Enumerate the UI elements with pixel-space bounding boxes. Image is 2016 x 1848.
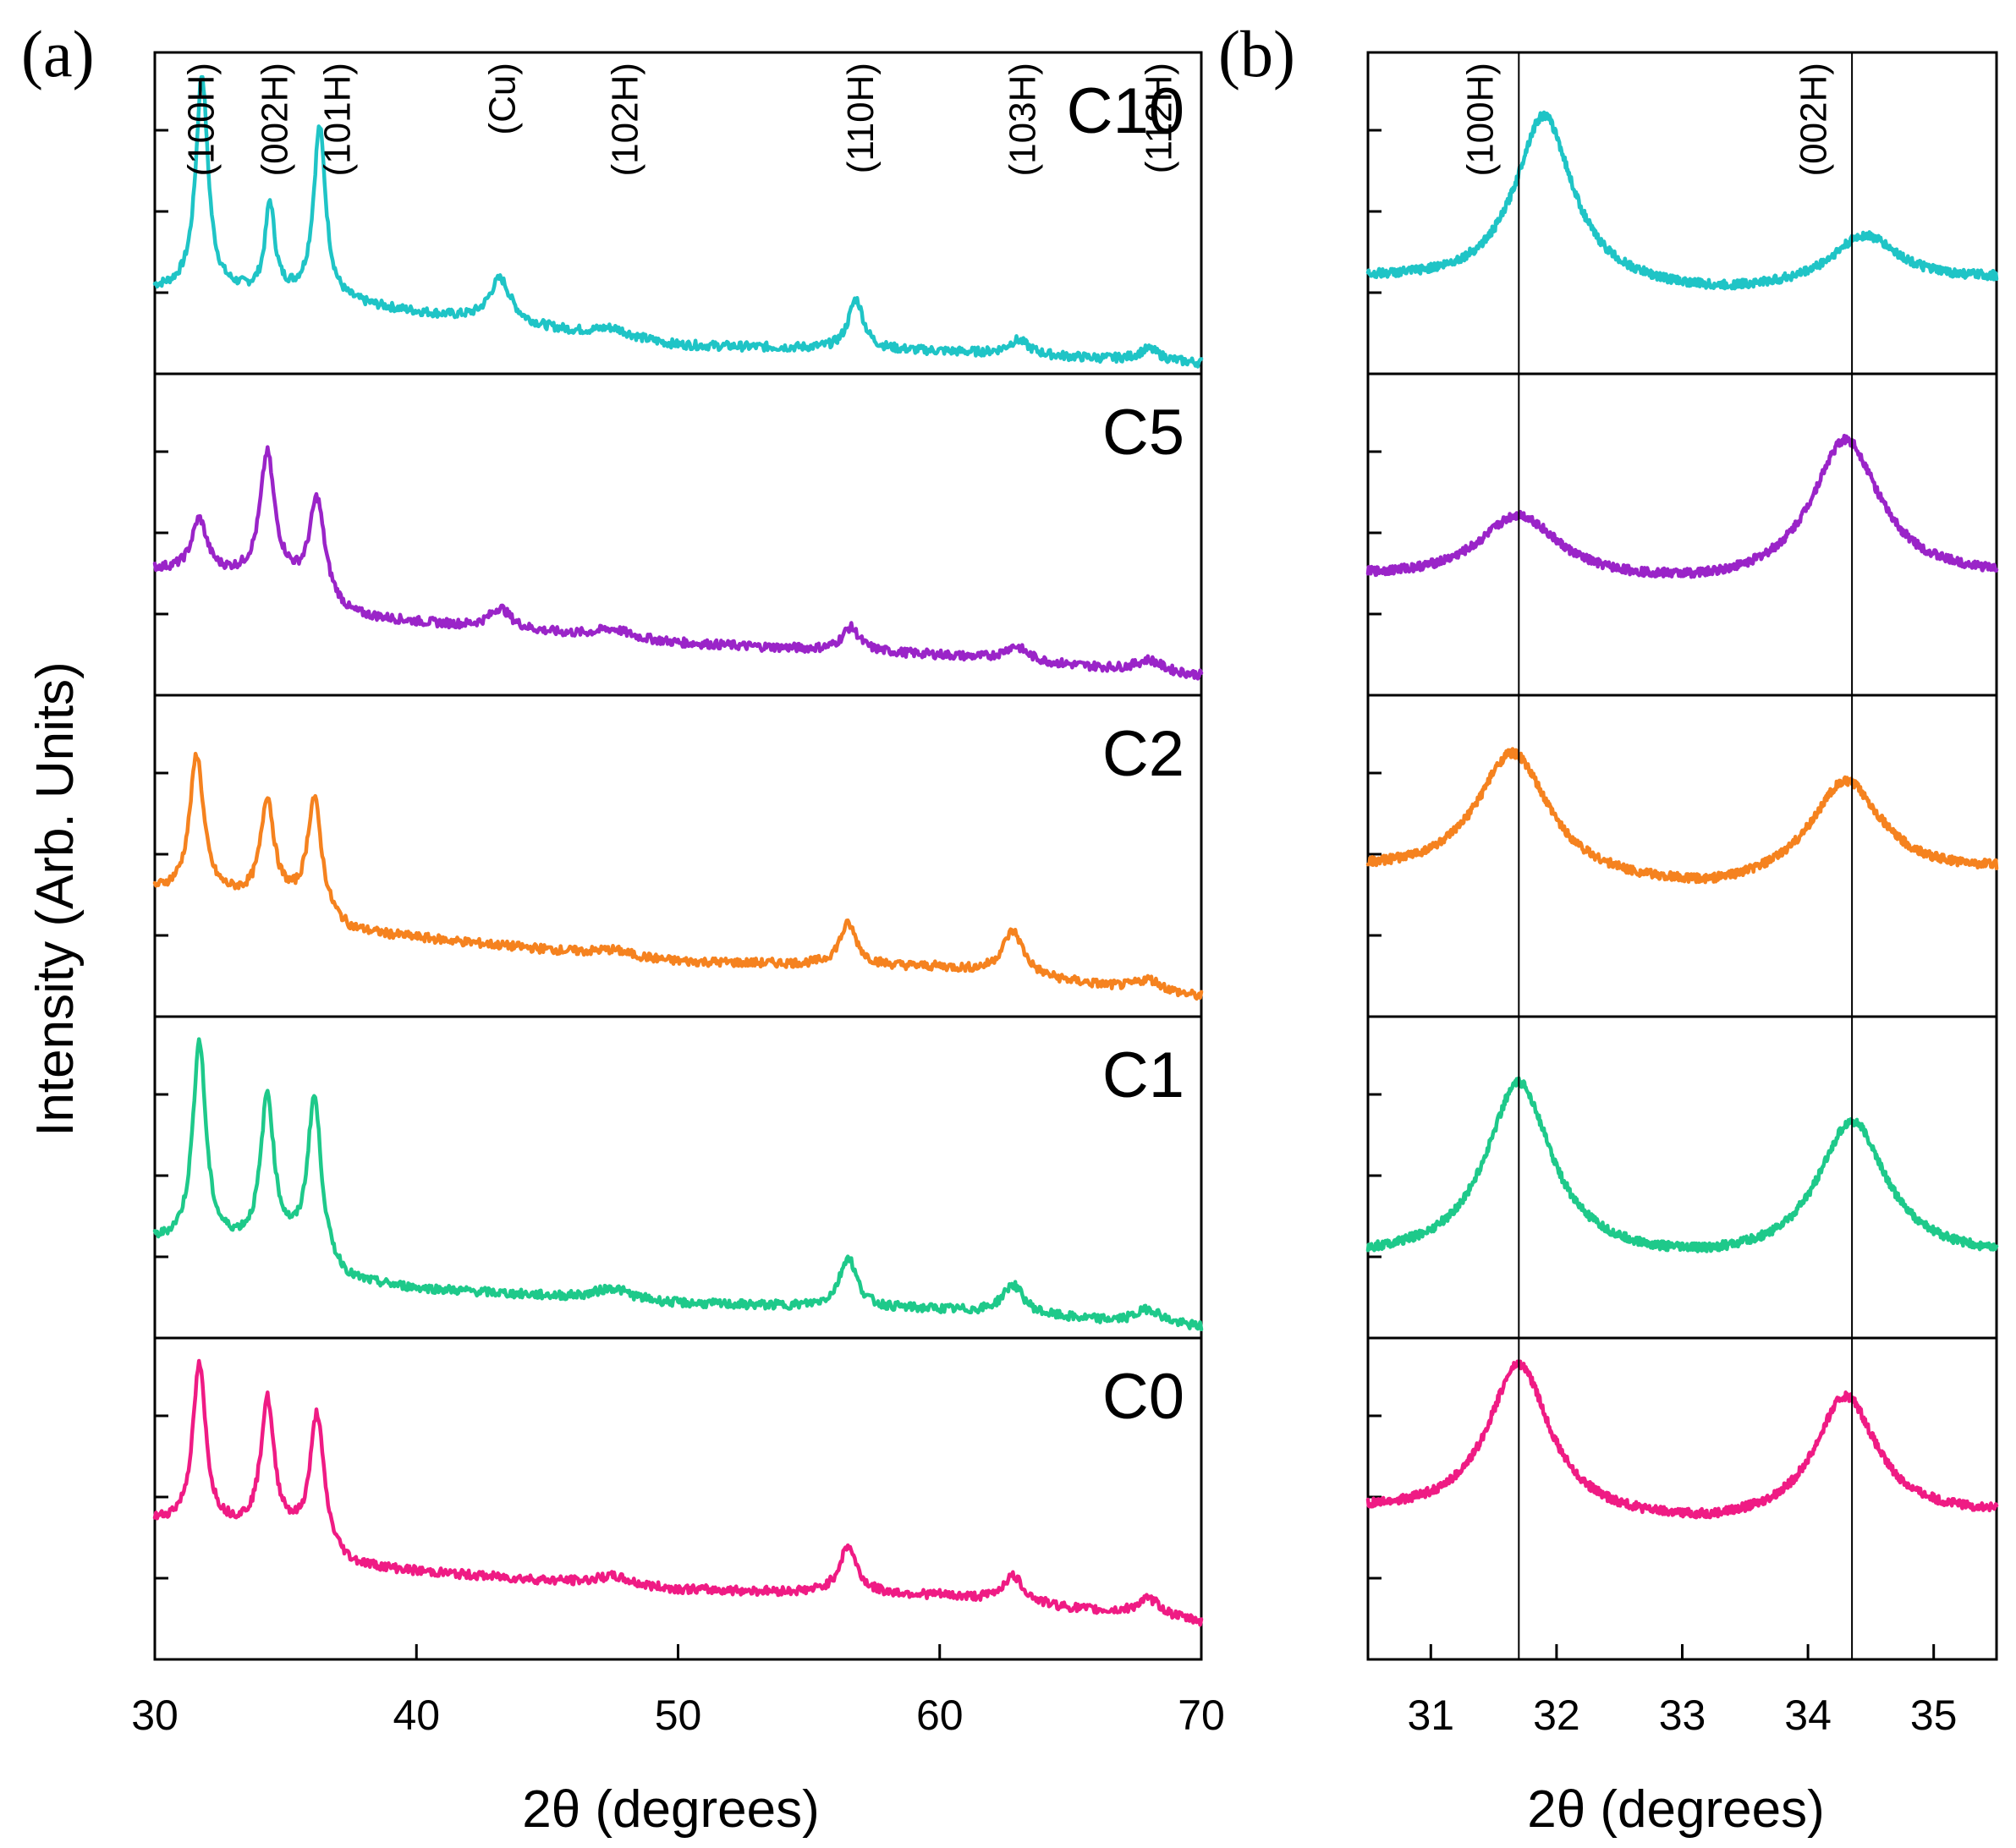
peak-label: (100H) [1460, 63, 1502, 177]
series-line-C5 [152, 445, 1204, 681]
series-line-C10 [152, 74, 1204, 369]
subplot-frame-C5 [153, 372, 1203, 697]
x-tick-label: 32 [1533, 1692, 1580, 1739]
peak-label: (101H) [316, 63, 358, 177]
peak-label: (002H) [1794, 63, 1835, 177]
sample-label-C5: C5 [1102, 397, 1184, 469]
series-line-C0 [1365, 1359, 1999, 1520]
peak-label: (100H) [181, 63, 222, 177]
series-line-C1 [152, 1037, 1204, 1332]
subplot-frame-C0 [153, 1336, 1203, 1661]
peak-label: (102H) [605, 63, 646, 177]
peak-label: (112H) [1139, 63, 1180, 173]
peak-label: (103H) [1003, 63, 1044, 177]
series-line-C1 [1365, 1076, 1999, 1253]
x-tick-label: 35 [1910, 1692, 1958, 1739]
chart-panel-a: C10 C5 C2 C1 C0 30 40 50 60 70 (100H) (002H) (101H) (… [131, 51, 1225, 1739]
panel-b-label: (b) [1218, 17, 1295, 90]
x-tick-label: 33 [1659, 1692, 1706, 1739]
panel-a-label: (a) [21, 17, 95, 90]
series-line-C2 [152, 751, 1204, 1001]
series-line-C5 [1365, 433, 1999, 579]
sample-label-C10: C10 [1067, 75, 1184, 147]
sample-label-C2: C2 [1102, 718, 1184, 790]
chart-panel-b: 31 32 33 34 35 (100H) (002H) [1365, 51, 1999, 1739]
subplot-frame-C2 [1366, 694, 1998, 1018]
x-tick-label: 40 [393, 1692, 440, 1739]
y-axis-title: Intensity (Arb. Units) [26, 661, 85, 1137]
series-line-C2 [1365, 747, 1999, 885]
peak-label: (Cu) [481, 63, 523, 135]
x-tick-label: 60 [916, 1692, 964, 1739]
subplot-frame-C1 [153, 1015, 1203, 1340]
subplot-frame-C1 [1366, 1015, 1998, 1340]
series-line-C10 [1365, 110, 1999, 291]
subplot-frame-C2 [153, 694, 1203, 1018]
x-axis-title-b: 2θ (degrees) [1527, 1780, 1825, 1839]
x-tick-label: 30 [131, 1692, 179, 1739]
peak-label: (002H) [254, 63, 295, 177]
x-tick-label: 70 [1178, 1692, 1225, 1739]
series-line-C0 [152, 1358, 1204, 1627]
x-tick-label: 31 [1407, 1692, 1454, 1739]
sample-label-C1: C1 [1102, 1039, 1184, 1111]
x-axis-title-a: 2θ (degrees) [522, 1780, 820, 1839]
subplot-frame-C0 [1366, 1336, 1998, 1661]
x-tick-label: 34 [1784, 1692, 1832, 1739]
peak-label: (110H) [840, 63, 882, 173]
x-tick-label: 50 [655, 1692, 702, 1739]
sample-label-C0: C0 [1102, 1361, 1184, 1433]
